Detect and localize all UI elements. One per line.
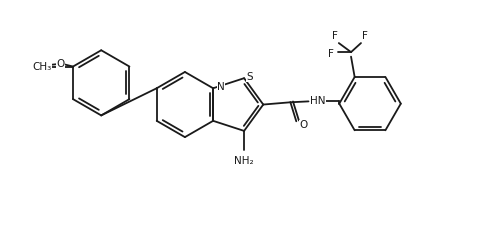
Text: F: F (328, 49, 334, 59)
Text: NH₂: NH₂ (234, 156, 254, 166)
Text: O: O (38, 62, 46, 71)
Text: S: S (246, 72, 253, 82)
Text: F: F (362, 31, 368, 41)
Text: O: O (299, 120, 308, 130)
Text: CH₃: CH₃ (32, 62, 52, 72)
Text: O: O (56, 59, 64, 69)
Text: N: N (217, 82, 224, 92)
Text: F: F (332, 31, 338, 41)
Text: HN: HN (310, 96, 326, 106)
Text: CH₃: CH₃ (31, 62, 51, 71)
